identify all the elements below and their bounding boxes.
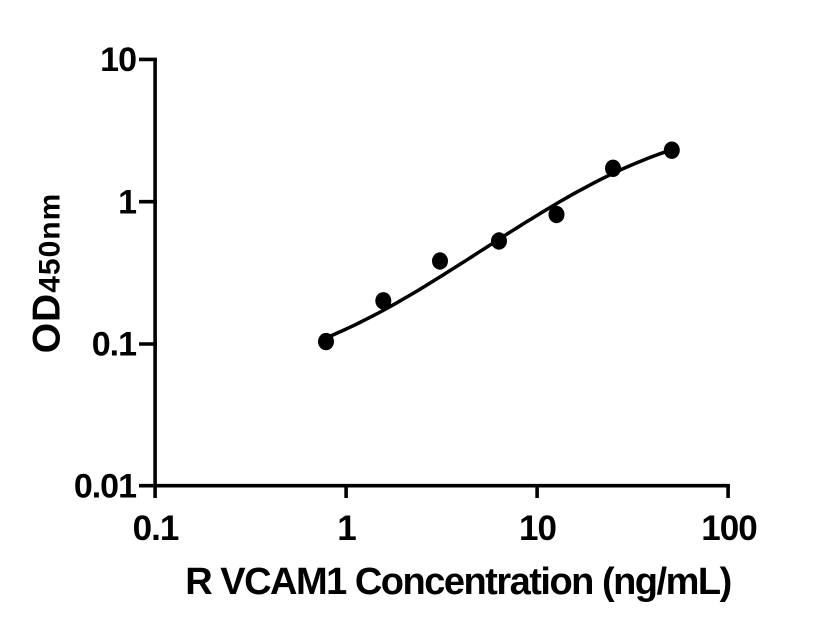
- svg-text:0.1: 0.1: [133, 509, 179, 548]
- svg-text:10: 10: [100, 41, 136, 79]
- svg-text:10: 10: [519, 509, 556, 548]
- svg-text:0.01: 0.01: [74, 467, 136, 505]
- svg-text:OD450nm: OD450nm: [25, 193, 68, 354]
- svg-text:1: 1: [118, 183, 136, 221]
- svg-text:100: 100: [701, 509, 757, 548]
- svg-text:0.1: 0.1: [92, 326, 136, 364]
- svg-text:1: 1: [337, 509, 356, 548]
- svg-text:R VCAM1 Concentration (ng/mL): R VCAM1 Concentration (ng/mL): [185, 561, 730, 603]
